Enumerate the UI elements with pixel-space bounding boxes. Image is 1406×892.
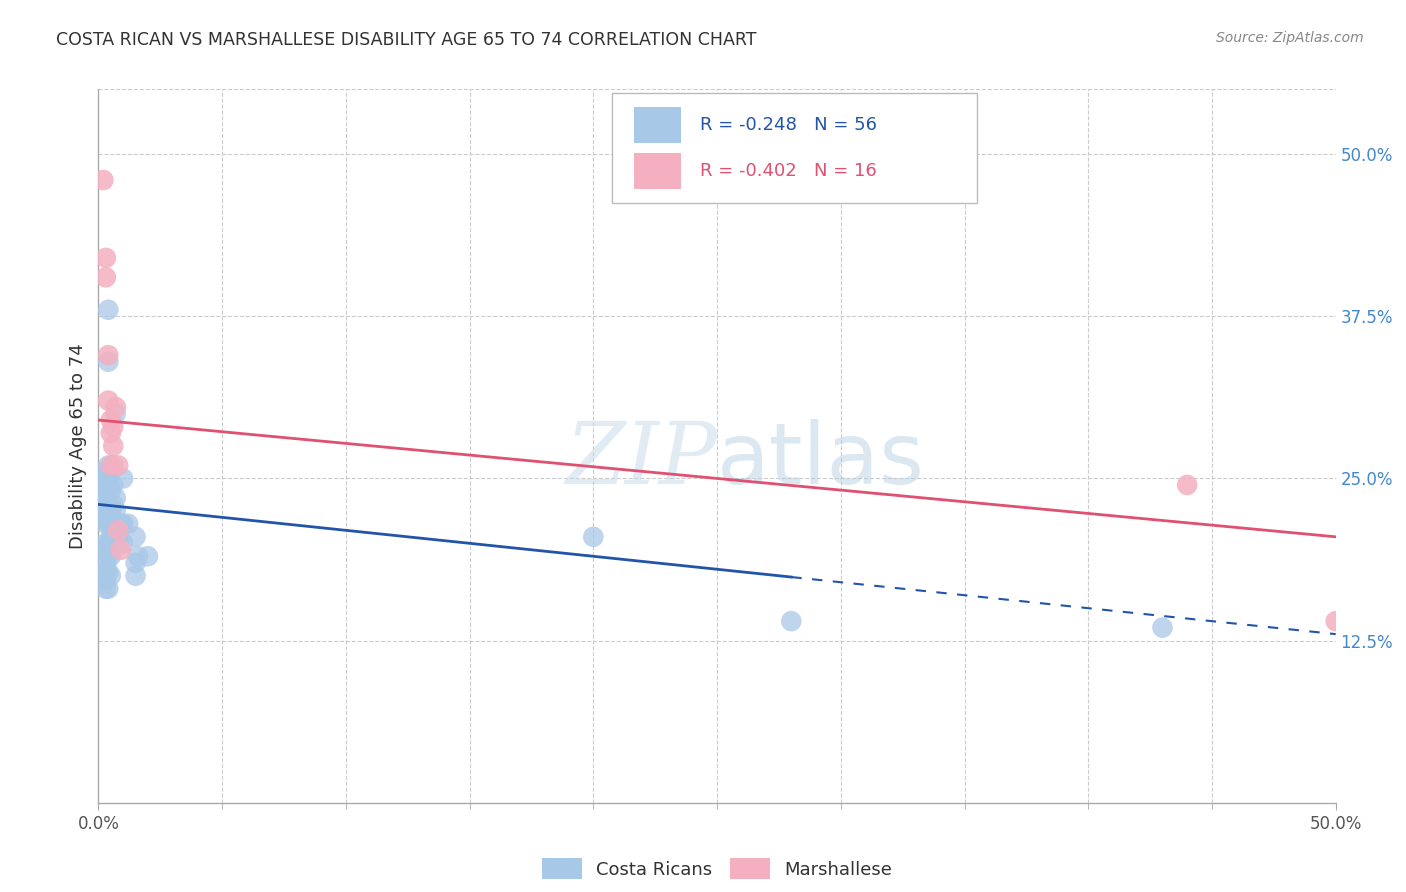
Point — [103, 419, 125, 434]
Legend: Costa Ricans, Marshallese: Costa Ricans, Marshallese — [534, 851, 900, 887]
FancyBboxPatch shape — [612, 93, 977, 203]
Point — [107, 530, 129, 544]
Text: ZIP: ZIP — [565, 419, 717, 501]
Point — [93, 173, 115, 187]
Point — [136, 549, 159, 564]
Point — [100, 504, 122, 518]
Point — [112, 471, 135, 485]
Text: Source: ZipAtlas.com: Source: ZipAtlas.com — [1216, 31, 1364, 45]
Point — [107, 516, 129, 531]
Point — [124, 556, 146, 570]
Point — [97, 458, 120, 473]
Point — [93, 471, 115, 485]
Point — [100, 484, 122, 499]
Point — [94, 542, 117, 557]
Point — [97, 354, 120, 368]
Point — [94, 484, 117, 499]
FancyBboxPatch shape — [634, 153, 681, 189]
Point — [117, 516, 139, 531]
Point — [103, 439, 125, 453]
Point — [97, 302, 120, 317]
Point — [100, 458, 122, 473]
FancyBboxPatch shape — [634, 107, 681, 143]
Point — [112, 516, 135, 531]
Point — [97, 582, 120, 596]
Point — [100, 530, 122, 544]
Point — [1324, 614, 1347, 628]
Text: COSTA RICAN VS MARSHALLESE DISABILITY AGE 65 TO 74 CORRELATION CHART: COSTA RICAN VS MARSHALLESE DISABILITY AG… — [56, 31, 756, 49]
Point — [94, 270, 117, 285]
Point — [1152, 621, 1174, 635]
Point — [104, 504, 127, 518]
Point — [1175, 478, 1198, 492]
Point — [93, 491, 115, 505]
Point — [93, 465, 115, 479]
Point — [100, 425, 122, 440]
Point — [107, 524, 129, 538]
Point — [93, 478, 115, 492]
Point — [127, 549, 149, 564]
Point — [103, 458, 125, 473]
Point — [124, 530, 146, 544]
Point — [100, 465, 122, 479]
Point — [124, 568, 146, 582]
Point — [103, 516, 125, 531]
Text: atlas: atlas — [717, 418, 925, 502]
Point — [97, 536, 120, 550]
Point — [103, 497, 125, 511]
Point — [104, 400, 127, 414]
Point — [94, 573, 117, 587]
Point — [94, 516, 117, 531]
Text: R = -0.402   N = 16: R = -0.402 N = 16 — [700, 162, 876, 180]
Point — [582, 530, 605, 544]
Point — [97, 393, 120, 408]
Point — [103, 478, 125, 492]
Point — [94, 565, 117, 579]
Point — [100, 516, 122, 531]
Point — [94, 497, 117, 511]
Point — [100, 549, 122, 564]
Point — [107, 458, 129, 473]
Point — [104, 407, 127, 421]
Point — [97, 504, 120, 518]
Point — [104, 491, 127, 505]
Point — [110, 542, 132, 557]
Point — [780, 614, 803, 628]
Y-axis label: Disability Age 65 to 74: Disability Age 65 to 74 — [69, 343, 87, 549]
Point — [110, 516, 132, 531]
Point — [97, 348, 120, 362]
Point — [100, 413, 122, 427]
Point — [97, 565, 120, 579]
Point — [97, 516, 120, 531]
Point — [94, 536, 117, 550]
Point — [112, 536, 135, 550]
Point — [93, 497, 115, 511]
Point — [97, 471, 120, 485]
Point — [94, 251, 117, 265]
Point — [97, 549, 120, 564]
Point — [104, 516, 127, 531]
Point — [94, 582, 117, 596]
Point — [100, 568, 122, 582]
Text: R = -0.248   N = 56: R = -0.248 N = 56 — [700, 116, 877, 134]
Point — [93, 510, 115, 524]
Point — [94, 556, 117, 570]
Point — [93, 504, 115, 518]
